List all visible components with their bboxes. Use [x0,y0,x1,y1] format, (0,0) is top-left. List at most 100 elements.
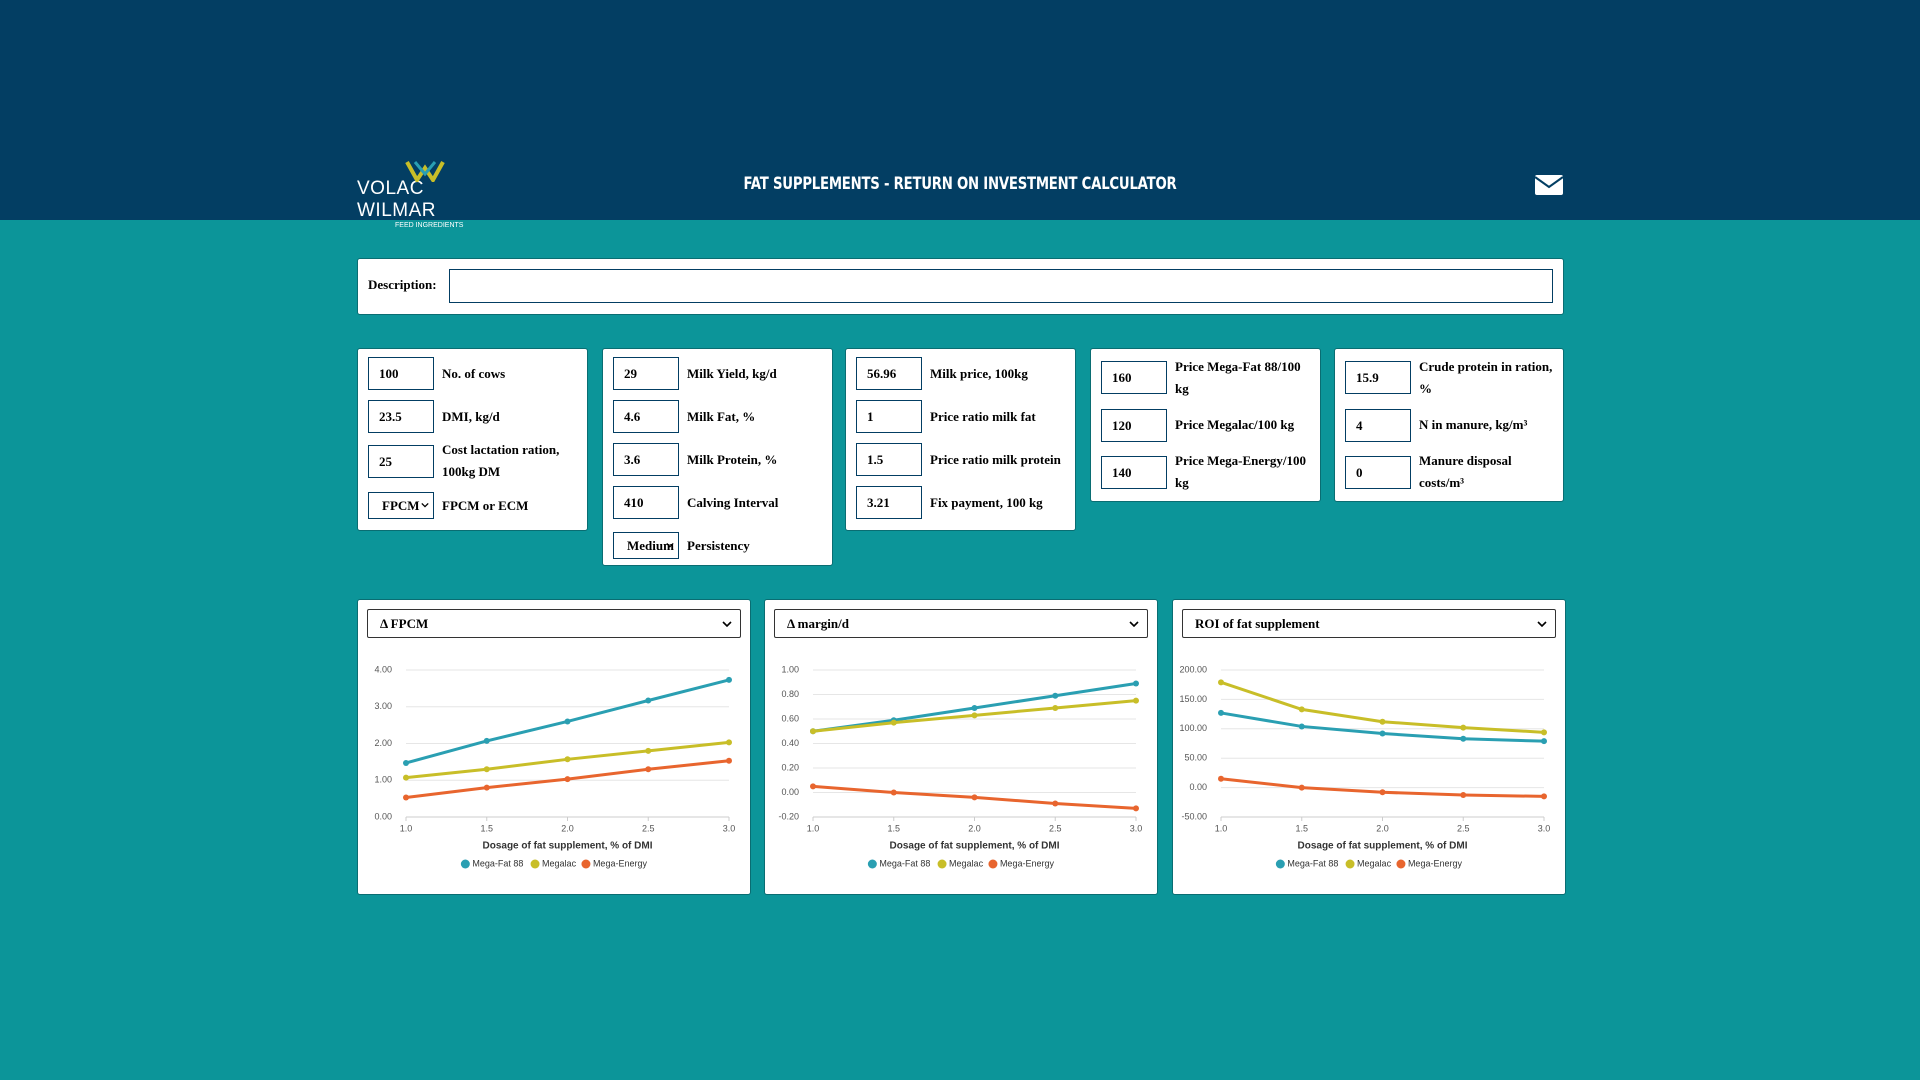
number-input[interactable]: 4 [1345,408,1411,442]
number-input[interactable]: 100 [368,357,434,390]
legend-item[interactable]: Mega-Energy [581,858,647,869]
number-input[interactable]: 0 [1345,455,1411,489]
number-input[interactable]: 29 [613,357,679,390]
field-row: 160 Price Mega-Fat 88/100 kg [1101,357,1310,399]
data-point [1298,723,1305,730]
field-label: Milk price, 100kg [930,365,1028,381]
legend-item[interactable]: Mega-Fat 88 [460,858,524,869]
y-tick-label: 0.00 [1189,782,1207,792]
number-input[interactable]: 1 [856,400,922,433]
data-point [1379,730,1386,737]
legend-swatch [530,859,540,869]
y-tick-label: 50.00 [1184,753,1207,763]
number-input[interactable]: 25 [368,444,434,478]
data-point [1052,800,1059,807]
number-input[interactable]: 23.5 [368,400,434,433]
data-point [483,784,490,791]
field-row: 3.21 Fix payment, 100 kg [856,486,1065,519]
number-input[interactable]: 15.9 [1345,361,1411,395]
legend-swatch [1275,859,1285,869]
y-tick-label: 1.00 [374,775,392,785]
data-point [971,704,978,711]
arrow-shape [1129,621,1139,627]
x-tick-label: 1.5 [887,823,900,833]
dropdown-arrow [1537,621,1547,627]
input-panel: 160 Price Mega-Fat 88/100 kg 120 Price Mega… [1090,348,1321,502]
field-label: Price Mega-Energy/100 kg [1175,453,1307,491]
select-input[interactable]: Medium [613,532,679,559]
chart-card: 0.00 1.00 2.00 3.00 4.00 1.0 1.5 2.0 2.5 3.0 Dosag… [357,599,751,895]
data-point [1460,735,1467,742]
number-input[interactable]: 140 [1101,455,1167,489]
field-row: 15.9 Crude protein in ration, % [1345,357,1553,399]
data-point [1460,791,1467,798]
mail-icon[interactable] [1534,174,1564,196]
data-point [1052,692,1059,699]
data-point [1218,679,1224,686]
description-input[interactable] [449,269,1553,303]
y-tick-label: 100.00 [1179,723,1207,733]
x-axis-title: Dosage of fat supplement, % of DMI [889,841,1059,852]
data-point [403,774,409,781]
description-card: Description: [357,258,1564,315]
data-point [726,739,732,746]
field-row: 25 Cost lactation ration, 100kg DM [368,442,577,479]
number-input[interactable]: 4.6 [613,400,679,433]
legend-item[interactable]: Megalac [1345,858,1392,869]
legend-label: Megalac [542,858,577,868]
arrow-shape [666,542,674,548]
y-tick-label: 150.00 [1179,694,1207,704]
input-panel: 100 No. of cows 23.5 DMI, kg/d 25 Cost lactat… [357,348,588,531]
chart-selector[interactable]: Δ FPCM [367,609,741,638]
data-point [810,728,816,735]
input-value: 100 [379,366,399,381]
input-value: 56.96 [867,366,897,381]
y-tick-label: 0.40 [781,738,799,748]
page-title: FAT SUPPLEMENTS - RETURN ON INVESTMENT C… [743,174,1177,194]
field-row: 0 Manure disposal costs/m³ [1345,452,1553,494]
legend-item[interactable]: Megalac [530,858,577,869]
data-point [645,697,652,704]
legend-item[interactable]: Mega-Energy [988,858,1054,869]
number-input[interactable]: 3.21 [856,486,922,519]
x-tick-label: 1.0 [1215,823,1228,833]
number-input[interactable]: 3.6 [613,443,679,476]
x-tick-label: 3.0 [1130,823,1143,833]
series-line [1220,711,1545,743]
number-input[interactable]: 410 [613,486,679,519]
legend-item[interactable]: Mega-Fat 88 [867,858,931,869]
legend-swatch [581,859,591,869]
x-tick-label: 2.5 [1457,823,1470,833]
legend-swatch [988,859,998,869]
input-value: 120 [1112,417,1132,433]
x-tick-label: 3.0 [723,823,736,833]
field-label: Cost lactation ration, 100kg DM [442,442,560,479]
select-input[interactable]: FPCM [368,492,434,519]
selector-text: Δ FPCM [380,616,429,631]
input-value: 0 [1356,464,1363,480]
arrow-shape [722,621,732,627]
arrow-shape [1537,621,1547,627]
field-label: No. of cows [442,365,506,381]
data-point [726,757,732,764]
field-label: Crude protein in ration, % [1419,358,1553,396]
input-value: FPCM [382,498,420,513]
number-input[interactable]: 56.96 [856,357,922,390]
number-input[interactable]: 160 [1101,361,1167,395]
chart-selector[interactable]: Δ margin/d [774,609,1148,638]
x-tick-label: 1.5 [480,823,493,833]
field-label: FPCM or ECM [442,497,529,513]
logo[interactable]: VOLAC WILMAR FEED INGREDIENTS [357,160,502,229]
legend-item[interactable]: Mega-Fat 88 [1275,858,1339,869]
data-point [1218,709,1224,716]
legend-item[interactable]: Megalac [937,858,984,869]
field-label: Price ratio milk fat [930,408,1036,424]
number-input[interactable]: 1.5 [856,443,922,476]
legend-swatch [867,859,877,869]
number-input[interactable]: 120 [1101,408,1167,442]
field-row: Medium Persistency [613,529,822,562]
chart-selector[interactable]: ROI of fat supplement [1182,609,1556,638]
legend-item[interactable]: Mega-Energy [1396,858,1462,869]
y-tick-label: 0.80 [781,689,799,699]
